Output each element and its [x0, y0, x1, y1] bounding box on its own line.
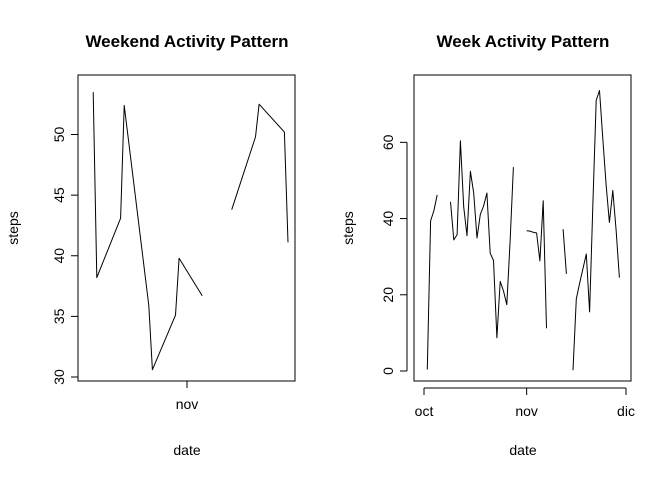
- week-plot-frame: [413, 74, 632, 382]
- week-series-line-segment-4: [562, 229, 567, 274]
- week-x-tick-label: nov: [515, 403, 538, 419]
- weekend-y-tick-label: 35: [51, 308, 67, 324]
- week-series-line-segment-2: [450, 140, 514, 339]
- weekend-series: [92, 92, 289, 371]
- week-x-axis: oct nov dic: [415, 387, 635, 419]
- weekend-y-tick-label: 50: [51, 127, 67, 143]
- week-series-line-segment-1: [426, 194, 438, 370]
- week-x-tick-label: oct: [415, 403, 434, 419]
- week-x-axis-label: date: [509, 442, 536, 458]
- weekend-x-tick-label: nov: [176, 396, 199, 412]
- week-series-line-segment-3: [526, 200, 547, 329]
- week-y-axis-label: steps: [340, 211, 356, 244]
- week-y-tick-label: 0: [380, 367, 396, 375]
- weekend-x-axis: nov: [176, 381, 199, 412]
- week-series: [426, 90, 620, 371]
- week-y-axis: 0 20 40 60: [380, 134, 408, 375]
- weekend-y-tick-label: 45: [51, 187, 67, 203]
- week-y-tick-label: 40: [380, 211, 396, 227]
- weekend-plot-frame: [77, 74, 296, 382]
- weekend-y-axis-label: steps: [5, 211, 21, 244]
- weekend-y-tick-label: 40: [51, 248, 67, 264]
- weekend-chart-title: Weekend Activity Pattern: [85, 32, 288, 51]
- week-y-tick-label: 60: [380, 134, 396, 150]
- weekend-x-axis-label: date: [173, 442, 200, 458]
- weekend-y-axis: 30 35 40 45 50: [51, 127, 79, 385]
- week-series-line-segment-5: [572, 90, 620, 371]
- weekend-series-line-segment-1: [92, 92, 203, 371]
- week-chart-title: Week Activity Pattern: [437, 32, 610, 51]
- week-y-tick-label: 20: [380, 287, 396, 303]
- weekend-y-tick-label: 30: [51, 369, 67, 385]
- week-x-tick-label: dic: [617, 403, 635, 419]
- weekend-series-line-segment-2: [231, 103, 289, 243]
